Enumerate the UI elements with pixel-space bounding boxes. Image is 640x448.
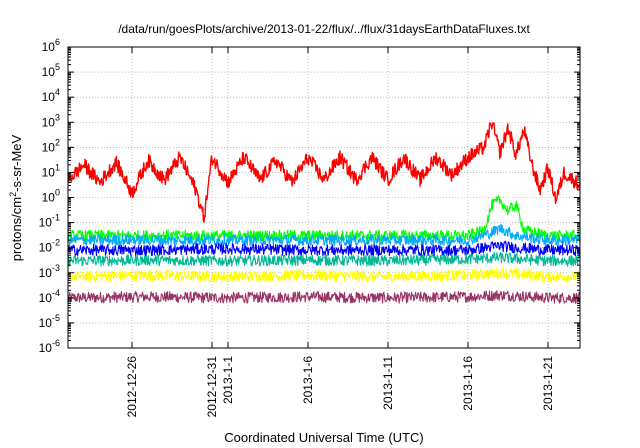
grid	[68, 47, 580, 348]
series-line-4	[67, 223, 581, 247]
y-tick-label: 10-4	[39, 288, 60, 305]
y-tick-label: 10-3	[39, 263, 60, 280]
y-axis-label: protons/cm2-s-sr-MeV	[8, 134, 24, 261]
y-tick-exponent: 3	[55, 112, 60, 122]
y-tick-exponent: 0	[55, 188, 60, 198]
y-tick-label: 103	[42, 112, 60, 129]
series-layer	[67, 122, 581, 304]
y-tick-exponent: 5	[55, 62, 60, 72]
x-tick-label: 2013-1-11	[381, 356, 395, 410]
y-tick-base: 10	[39, 291, 53, 305]
y-tick-label: 101	[42, 162, 60, 179]
y-tick-base: 10	[42, 115, 56, 129]
y-tick-label: 10-6	[39, 338, 60, 355]
x-tick-label: 2013-1-21	[541, 356, 555, 411]
y-tick-exponent: -3	[52, 263, 60, 273]
y-tick-label: 105	[42, 62, 60, 79]
series-line-2	[67, 251, 581, 267]
y-axis-label-superscript: 2	[8, 192, 18, 197]
series-line-5	[67, 240, 581, 257]
y-axis-label-main: protons/cm	[9, 197, 24, 261]
y-tick-label: 10-5	[39, 313, 60, 330]
y-tick-base: 10	[39, 341, 53, 355]
y-tick-exponent: -6	[52, 338, 60, 348]
y-tick-label: 102	[42, 137, 60, 154]
ticks	[68, 46, 580, 349]
y-tick-base: 10	[39, 316, 53, 330]
y-tick-base: 10	[39, 241, 53, 255]
y-tick-exponent: 1	[55, 162, 60, 172]
series-line-6	[67, 122, 581, 223]
y-tick-label: 10-2	[39, 238, 60, 255]
y-tick-label: 10-1	[39, 213, 60, 230]
y-tick-base: 10	[39, 216, 53, 230]
y-tick-base: 10	[42, 165, 56, 179]
y-tick-labels: 10-610-510-410-310-210-11001011021031041…	[39, 37, 60, 355]
y-tick-base: 10	[42, 140, 56, 154]
x-tick-label: 2012-12-26	[125, 356, 139, 418]
y-tick-base: 10	[42, 90, 56, 104]
y-tick-base: 10	[42, 40, 56, 54]
x-tick-labels: 2012-12-26 2012-12-31 2013-1-1 2013-1-6 2013…	[125, 356, 555, 418]
y-tick-exponent: 4	[55, 87, 60, 97]
x-tick-label: 2013-1-1	[221, 356, 235, 404]
x-tick-label: 2013-1-16	[461, 356, 475, 411]
y-tick-base: 10	[42, 65, 56, 79]
y-tick-exponent: -4	[52, 288, 60, 298]
series-line-3	[67, 195, 581, 242]
y-tick-exponent: -1	[52, 213, 60, 223]
series-line-1	[67, 267, 581, 283]
y-tick-label: 104	[42, 87, 60, 104]
y-tick-exponent: 2	[55, 137, 60, 147]
series-line-0	[67, 290, 581, 304]
y-axis-label-rest: -s-sr-MeV	[9, 134, 24, 191]
x-tick-label: 2012-12-31	[205, 356, 219, 418]
y-tick-exponent: -5	[52, 313, 60, 323]
y-tick-label: 100	[42, 188, 60, 205]
y-tick-base: 10	[39, 266, 53, 280]
y-tick-exponent: -2	[52, 238, 60, 248]
y-tick-base: 10	[42, 191, 56, 205]
x-tick-label: 2013-1-6	[301, 356, 315, 404]
y-tick-exponent: 6	[55, 37, 60, 47]
chart-title: /data/run/goesPlots/archive/2013-01-22/f…	[118, 22, 530, 36]
y-tick-label: 106	[42, 37, 60, 54]
x-axis-label: Coordinated Universal Time (UTC)	[224, 430, 423, 445]
